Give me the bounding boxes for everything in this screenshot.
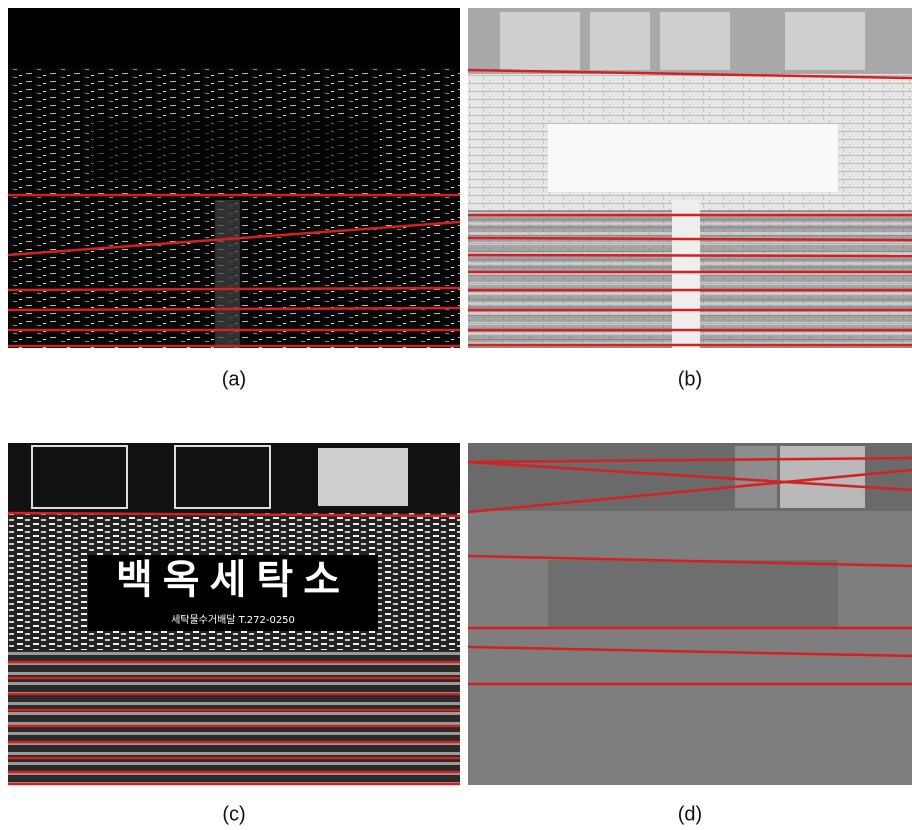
panel-a: [8, 8, 460, 348]
caption: (b): [678, 368, 702, 390]
sign-subtitle: 세탁물수거배달 T.272-0250: [171, 614, 295, 626]
caption: (c): [222, 803, 245, 825]
panel-c: 백옥세탁소 세탁물수거배달 T.272-0250: [8, 443, 460, 785]
panel-b: [468, 8, 912, 348]
caption: (a): [222, 368, 246, 390]
panel-d: [468, 443, 912, 785]
figure: (a) (b) 백옥세탁소: [0, 0, 912, 830]
page: (a) (b) 백옥세탁소: [0, 0, 912, 830]
caption: (d): [678, 803, 702, 825]
sign-title: 백옥세탁소: [116, 557, 350, 603]
